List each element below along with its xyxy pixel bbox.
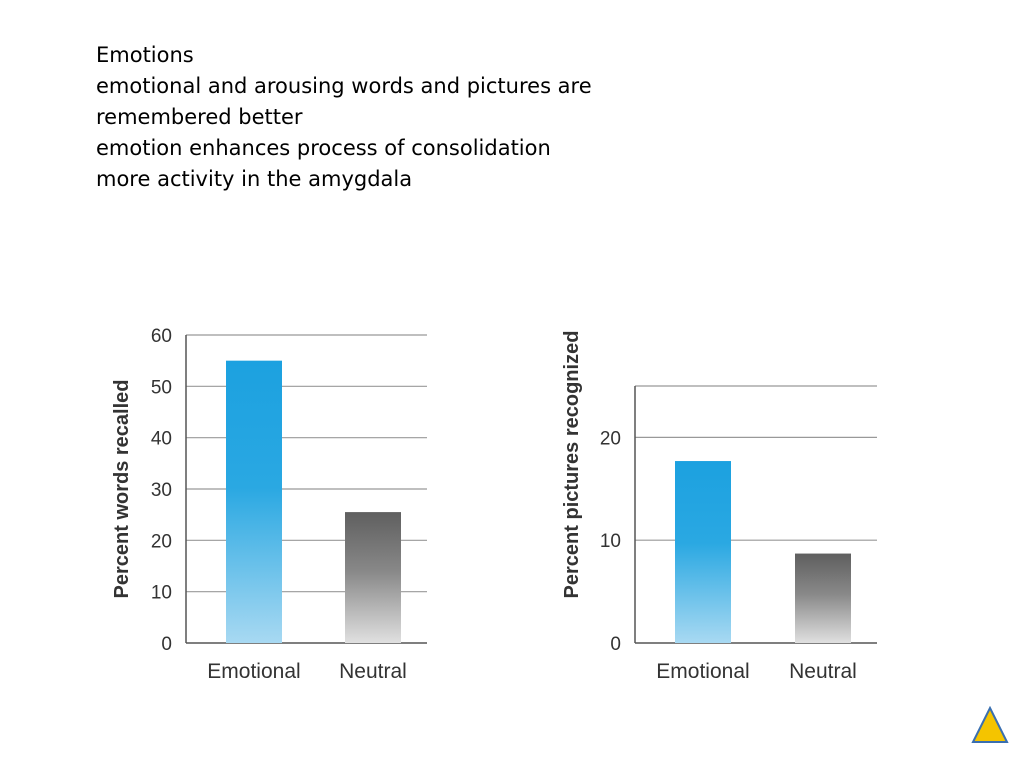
bar-neutral: [345, 512, 401, 643]
y-tick-label: 0: [161, 634, 172, 655]
slide-text: Emotions emotional and arousing words an…: [96, 40, 592, 195]
y-tick-label: 20: [600, 428, 621, 449]
y-tick-label: 50: [151, 377, 172, 398]
y-axis-label: Percent words recalled: [111, 380, 133, 599]
y-tick-label: 20: [151, 531, 172, 552]
bar-emotional: [226, 360, 282, 643]
x-category-label: Neutral: [789, 660, 857, 683]
y-axis-label: Percent pictures recognized: [561, 331, 583, 599]
slide-line: emotional and arousing words and picture…: [96, 74, 592, 98]
up-triangle-icon[interactable]: [970, 706, 1010, 746]
words-recalled-chart: 0 10 20 30 40 50 60 Emotional Neutral Percent wor…: [111, 326, 427, 683]
slide-line: more activity in the amygdala: [96, 167, 413, 191]
slide-line: emotion enhances process of consolidatio…: [96, 136, 551, 160]
slide-line: remembered better: [96, 105, 303, 129]
x-category-label: Neutral: [339, 660, 407, 683]
bar-emotional: [675, 461, 731, 643]
x-category-label: Emotional: [207, 660, 300, 683]
pictures-recognized-chart: 0 10 20 Emotional Neutral Percent pictures re…: [561, 331, 877, 683]
bar-neutral: [795, 553, 851, 643]
y-tick-label: 40: [151, 429, 172, 450]
y-tick-label: 60: [151, 326, 172, 347]
y-tick-label: 10: [600, 531, 621, 552]
y-tick-label: 30: [151, 480, 172, 501]
x-category-label: Emotional: [656, 660, 749, 683]
y-tick-label: 0: [610, 634, 621, 655]
slide-title: Emotions: [96, 43, 194, 67]
y-tick-label: 10: [151, 583, 172, 604]
